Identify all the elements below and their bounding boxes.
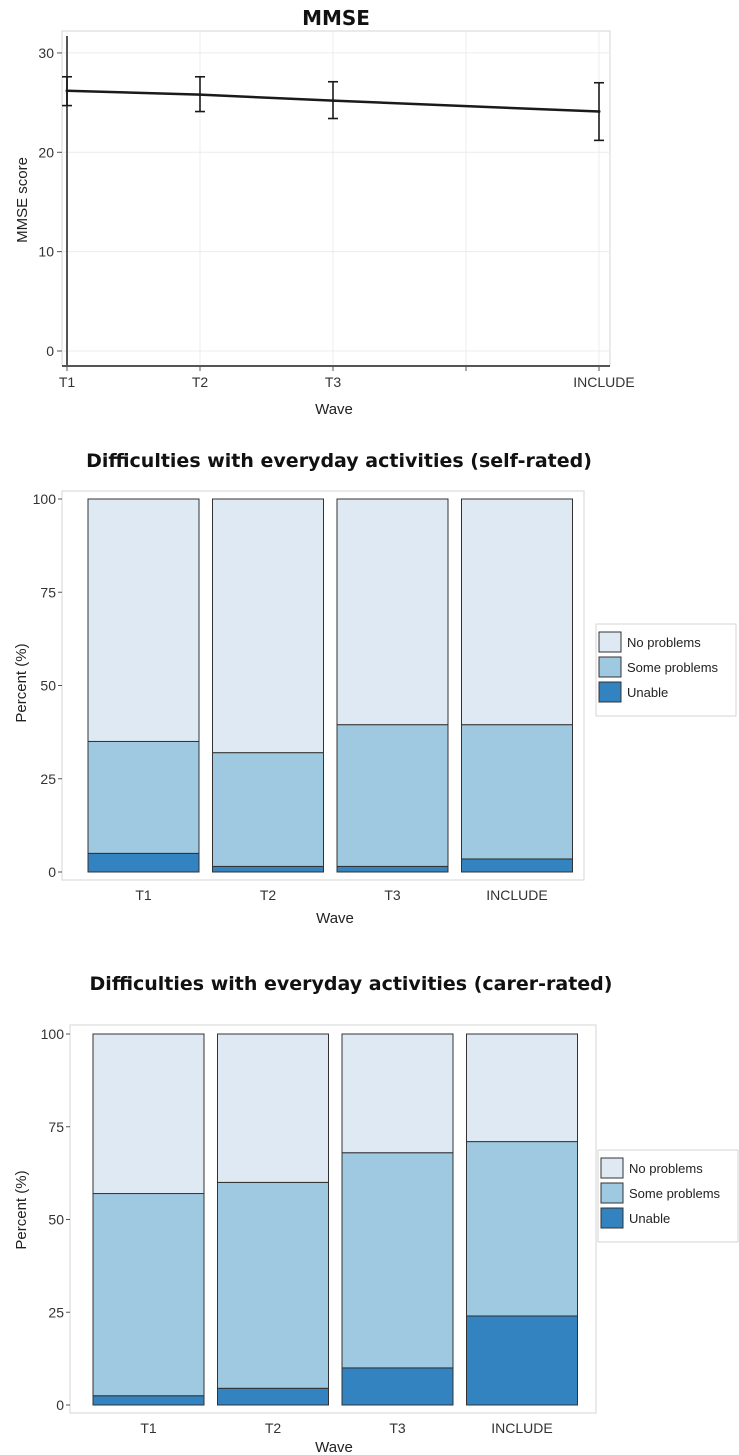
carer-rated-ytick-label: 75 xyxy=(48,1119,64,1135)
carer-rated-xtick-label: T2 xyxy=(265,1420,282,1436)
self-rated-ytick-label: 100 xyxy=(33,491,57,507)
self-rated-xtick-label: INCLUDE xyxy=(486,887,547,903)
mmse-error-bar xyxy=(328,80,338,120)
carer-rated-ytick-label: 50 xyxy=(48,1212,64,1228)
mmse-ytick-label: 30 xyxy=(38,45,54,61)
carer-rated-legend-label: Some problems xyxy=(629,1186,721,1201)
carer-rated-legend-swatch xyxy=(600,1182,624,1204)
carer-rated-xtick-label: T3 xyxy=(389,1420,406,1436)
carer-rated-bar-no-problems xyxy=(92,1033,205,1195)
self-rated-ytick-label: 50 xyxy=(40,678,56,694)
mmse-data-point xyxy=(198,93,202,97)
self-rated-xtick-label: T3 xyxy=(384,887,401,903)
mmse-chart: 0 10 20 30 T1 T2 T3 INCLUDE MMSE Wave MMSE score xyxy=(14,6,635,418)
self-rated-legend-swatch xyxy=(598,681,622,703)
carer-rated-chart: 0 25 50 75 100 T1 T2 T3 INCLUDE Difficulties with… xyxy=(13,973,739,1455)
carer-rated-bar-some-problems xyxy=(217,1181,329,1389)
self-rated-xtick-label: T2 xyxy=(260,887,277,903)
self-rated-xtick-label: T1 xyxy=(135,887,152,903)
carer-rated-bar-some-problems xyxy=(466,1141,578,1317)
carer-rated-x-axis-label: Wave xyxy=(315,1439,353,1455)
carer-rated-ytick-label: 100 xyxy=(41,1026,65,1042)
carer-rated-legend-label: Unable xyxy=(629,1211,670,1226)
mmse-ytick-label: 0 xyxy=(46,343,54,359)
mmse-xtick-label: T1 xyxy=(59,374,76,390)
self-rated-bar-no-problems xyxy=(87,498,200,742)
mmse-x-axis-label: Wave xyxy=(315,401,353,418)
self-rated-bar-unable xyxy=(87,852,200,873)
mmse-data-point xyxy=(65,89,69,93)
carer-rated-ytick-label: 0 xyxy=(56,1397,64,1413)
carer-rated-legend-label: No problems xyxy=(629,1161,703,1176)
self-rated-chart: 0 25 50 75 100 T1 T2 T3 INCLUDE Difficulties with… xyxy=(13,450,737,927)
self-rated-bar-no-problems xyxy=(461,498,573,726)
carer-rated-bar-unable xyxy=(466,1315,578,1406)
self-rated-title: Difficulties with everyday activities (s… xyxy=(86,450,592,472)
mmse-xtick-label: T3 xyxy=(325,374,342,390)
carer-rated-legend-swatch xyxy=(600,1157,624,1179)
carer-rated-legend: No problems Some problems Unable xyxy=(597,1149,739,1243)
self-rated-legend-label: Some problems xyxy=(627,660,719,675)
self-rated-legend: No problems Some problems Unable xyxy=(595,623,737,717)
carer-rated-bar-some-problems xyxy=(341,1152,454,1369)
mmse-series-line xyxy=(66,89,600,113)
carer-rated-title: Difficulties with everyday activities (c… xyxy=(90,973,613,995)
self-rated-bar-no-problems xyxy=(336,498,449,726)
self-rated-bar-no-problems xyxy=(212,498,324,754)
mmse-data-point xyxy=(597,110,601,114)
mmse-ytick-label: 20 xyxy=(38,144,54,160)
carer-rated-bar-unable xyxy=(92,1395,205,1406)
carer-rated-bar-unable xyxy=(341,1367,454,1406)
carer-rated-bar-no-problems xyxy=(466,1033,578,1143)
mmse-xtick-label: INCLUDE xyxy=(573,374,634,390)
self-rated-y-axis-label: Percent (%) xyxy=(13,643,30,722)
self-rated-legend-swatch xyxy=(598,631,622,653)
carer-rated-bar-some-problems xyxy=(92,1193,205,1397)
self-rated-x-axis-label: Wave xyxy=(316,910,354,927)
self-rated-bar-unable xyxy=(212,865,324,873)
mmse-ytick-label: 10 xyxy=(38,244,54,260)
self-rated-bar-some-problems xyxy=(212,752,324,867)
mmse-xtick-label: T2 xyxy=(192,374,209,390)
self-rated-legend-swatch xyxy=(598,656,622,678)
self-rated-legend-label: Unable xyxy=(627,685,668,700)
carer-rated-y-axis-label: Percent (%) xyxy=(13,1170,30,1249)
mmse-error-bar xyxy=(62,75,72,107)
self-rated-legend-label: No problems xyxy=(627,635,701,650)
self-rated-ytick-label: 75 xyxy=(40,584,56,600)
mmse-y-axis-label: MMSE score xyxy=(14,157,31,243)
self-rated-ytick-label: 25 xyxy=(40,771,56,787)
mmse-data-point xyxy=(331,99,335,103)
carer-rated-ytick-label: 25 xyxy=(48,1304,64,1320)
carer-rated-legend-swatch xyxy=(600,1207,624,1229)
carer-rated-bar-unable xyxy=(217,1387,329,1406)
self-rated-bar-some-problems xyxy=(461,724,573,860)
mmse-plot-panel xyxy=(61,30,611,367)
mmse-error-bar xyxy=(594,81,604,142)
self-rated-bar-some-problems xyxy=(87,740,200,854)
carer-rated-bar-no-problems xyxy=(341,1033,454,1154)
self-rated-ytick-label: 0 xyxy=(48,864,56,880)
carer-rated-xtick-label: T1 xyxy=(140,1420,157,1436)
carer-rated-bar-no-problems xyxy=(217,1033,329,1183)
mmse-error-bar xyxy=(195,75,205,113)
mmse-title: MMSE xyxy=(302,6,370,30)
carer-rated-xtick-label: INCLUDE xyxy=(491,1420,552,1436)
self-rated-bar-unable xyxy=(336,865,449,873)
self-rated-bar-unable xyxy=(461,858,573,873)
self-rated-bar-some-problems xyxy=(336,724,449,867)
